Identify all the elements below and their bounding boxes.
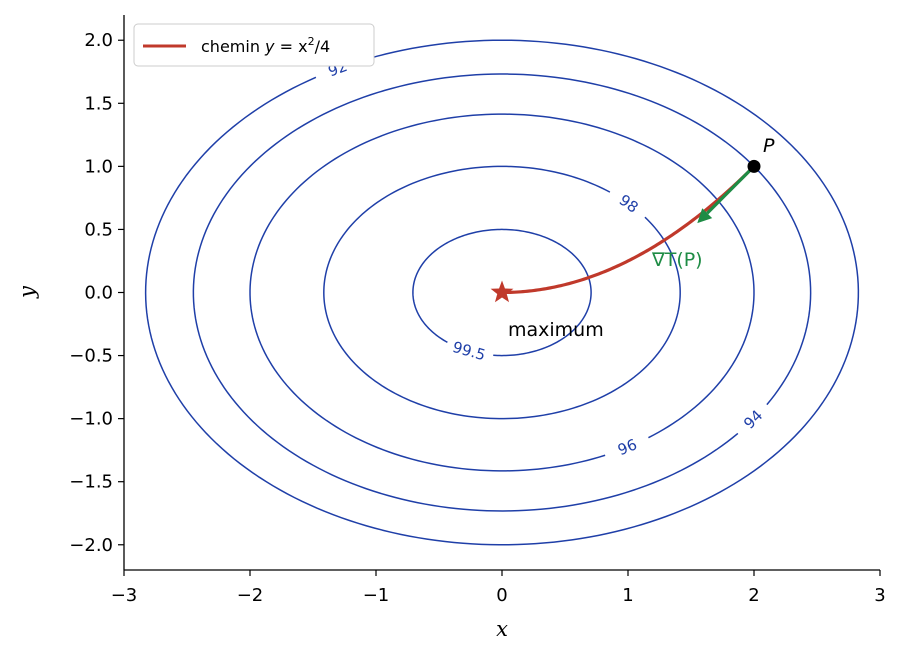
y-tick-label: −1.5: [69, 472, 113, 493]
path-layer: [500, 164, 756, 295]
y-axis-label: y: [15, 285, 39, 299]
maximum-label: maximum: [508, 319, 604, 341]
gradient-arrow-head: [697, 208, 713, 224]
contour-label: 98: [616, 191, 642, 217]
y-tick-label: −1.0: [69, 409, 113, 430]
contour-level-98: [323, 165, 681, 420]
contour-level-94: [192, 73, 812, 512]
legend: chemin y = x2/4: [133, 23, 375, 67]
x-tick-label: 3: [874, 585, 885, 606]
point-p-marker: [747, 159, 761, 173]
contour-label: 94: [740, 406, 766, 432]
maximum-star-marker: [490, 280, 514, 303]
contour-level-96: [249, 113, 755, 472]
x-tick-label: −3: [111, 585, 138, 606]
point-p-label: P: [763, 135, 775, 157]
contour-lines: [144, 39, 860, 546]
legend-box: [133, 23, 375, 67]
path-curve: [500, 164, 756, 295]
contour-label: 99.5: [450, 338, 487, 364]
contour-label: 96: [615, 435, 639, 459]
x-tick-label: −1: [363, 585, 390, 606]
y-tick-label: 0.0: [84, 283, 113, 304]
x-tick-label: 0: [496, 585, 507, 606]
gradient-arrow-shaft: [706, 165, 756, 215]
y-tick-label: −0.5: [69, 346, 113, 367]
y-tick-label: 0.5: [84, 219, 113, 240]
x-axis-label: x: [496, 617, 508, 641]
x-tick-label: 2: [748, 585, 759, 606]
x-tick-label: −2: [237, 585, 264, 606]
y-tick-label: −2.0: [69, 535, 113, 556]
y-tick-label: 2.0: [84, 30, 113, 51]
y-tick-label: 1.5: [84, 93, 113, 114]
y-ticks: −2.0 −1.5 −1.0 −0.5 0.0 0.5 1.0 1.5 2.0: [69, 30, 124, 556]
annotation-layer: [490, 159, 761, 303]
x-ticks: −3 −2 −1 0 1 2 3: [111, 570, 886, 606]
contour-level-99-5: [412, 228, 592, 357]
gradient-label: ∇T(P): [651, 249, 703, 271]
legend-entry-path: chemin y = x2/4: [201, 35, 330, 56]
y-tick-label: 1.0: [84, 156, 113, 177]
contour-level-92: [144, 39, 860, 546]
x-tick-label: 1: [622, 585, 633, 606]
